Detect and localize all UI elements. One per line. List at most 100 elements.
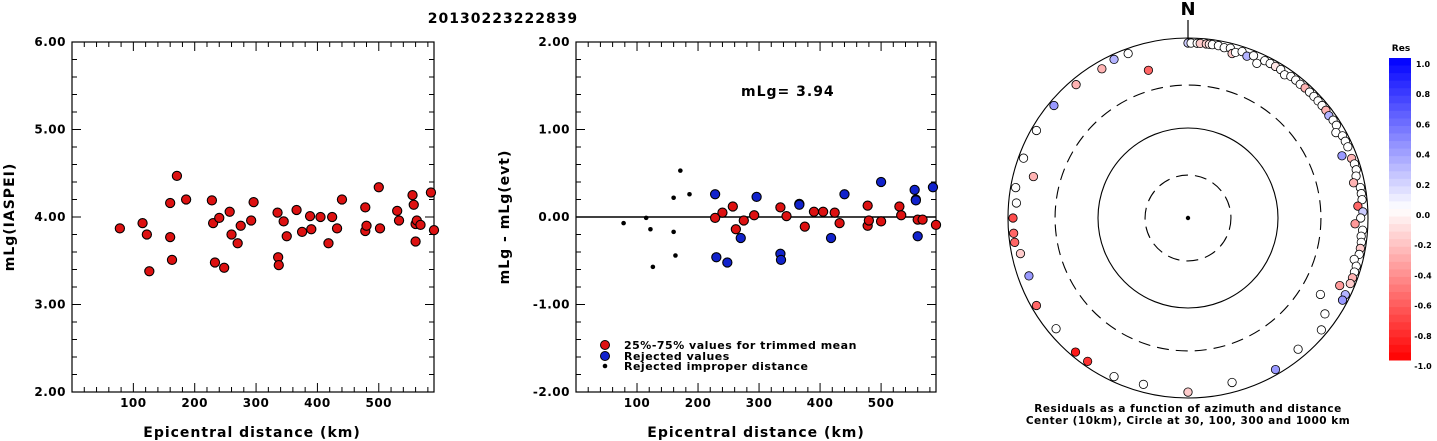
data-point (291, 204, 302, 216)
x-tick-labels: 100 200 300 400 500 (624, 396, 894, 410)
data-point (834, 217, 845, 229)
data-point (235, 220, 246, 231)
station-point (1070, 347, 1081, 357)
data-point (315, 211, 326, 223)
x-tick-label: 100 (624, 396, 651, 410)
station-point (1011, 183, 1021, 193)
data-point (248, 196, 259, 208)
data-point-improper (650, 264, 656, 270)
data-point (278, 216, 289, 227)
station-point (1031, 300, 1042, 311)
data-point (738, 215, 749, 226)
y-tick-label: 2.00 (34, 385, 66, 399)
colorbar-cell (1389, 201, 1411, 210)
data-point (273, 259, 284, 271)
station-point (1109, 54, 1119, 64)
data-point (727, 201, 738, 212)
x-tick-label: 200 (181, 396, 208, 410)
caption-line-1: Residuals as a function of azimuth and d… (1034, 403, 1341, 415)
x-tick-label: 400 (807, 396, 834, 410)
x-tick-label: 400 (304, 396, 331, 410)
colorbar-title: Res (1392, 44, 1410, 54)
data-point (361, 220, 372, 231)
data-point (219, 262, 230, 273)
colorbar-cell (1389, 261, 1411, 270)
data-point (326, 211, 338, 223)
figure-title: 20130223222839 (428, 11, 578, 27)
legend-label-trimmed: 25%-75% values for trimmed mean (624, 339, 857, 352)
y-tick-label: -2.00 (533, 385, 570, 399)
data-point (306, 224, 317, 235)
colorbar-cell (1389, 322, 1411, 331)
data-point-rejected (709, 189, 721, 200)
data-point (214, 212, 225, 224)
station-point (1335, 280, 1345, 291)
y-tick-label: 6.00 (34, 35, 66, 49)
data-point (373, 182, 384, 193)
colorbar-tick-label: -0.2 (1414, 241, 1432, 250)
station-point (1270, 364, 1281, 375)
colorbar-tick-label: -0.8 (1414, 332, 1432, 341)
data-point (808, 206, 820, 217)
chart-mlg-residual: -2.00 -1.00 0.00 1.00 2.00 100 200 300 400 500 m… (497, 35, 942, 441)
colorbar-tick-label: -0.4 (1414, 271, 1432, 280)
y-tick-label: 4.00 (34, 210, 66, 224)
colorbar-cell (1389, 269, 1411, 278)
data-point (272, 207, 283, 218)
station-point (1071, 80, 1081, 90)
axis-ticks (576, 41, 936, 393)
colorbar-cell (1389, 186, 1411, 195)
x-axis-title: Epicentral distance (km) (143, 425, 360, 441)
colorbar-cell (1389, 148, 1411, 157)
station-point (1320, 309, 1330, 319)
colorbar-cell (1389, 133, 1411, 142)
data-point (781, 210, 792, 222)
data-point (799, 221, 810, 232)
station-point (1097, 64, 1107, 74)
station-point (1031, 125, 1042, 136)
colorbar-cell (1389, 344, 1411, 353)
y-tick-label: 2.00 (538, 35, 570, 49)
colorbar-tick-label: 0.2 (1416, 181, 1430, 190)
colorbar-cell (1389, 209, 1411, 218)
chart-mlg-iaspei: 2.00 3.00 4.00 5.00 6.00 100 200 300 400 500 Epi… (2, 35, 440, 441)
colorbar-cell (1389, 95, 1411, 104)
colorbar-cell (1389, 254, 1411, 263)
data-point (165, 197, 176, 209)
caption-line-2: Center (10km), Circle at 30, 100, 300 an… (1026, 415, 1350, 427)
data-point-rejected (912, 231, 923, 242)
x-tick-label: 300 (243, 396, 270, 410)
x-tick-label: 100 (120, 396, 147, 410)
ring-300km (1054, 84, 1322, 352)
x-tick-label: 300 (746, 396, 773, 410)
colorbar-cell (1389, 276, 1411, 285)
x-axis-title: Epicentral distance (km) (647, 425, 864, 441)
station-point (1008, 213, 1018, 223)
colorbar-cells (1389, 58, 1411, 361)
station-point (1315, 289, 1326, 300)
data-point (226, 229, 237, 240)
data-point-improper (671, 229, 676, 235)
colorbar-cell (1389, 224, 1411, 233)
y-tick-label: 1.00 (538, 123, 570, 137)
colorbar-cell (1389, 141, 1411, 150)
data-point (141, 229, 153, 240)
mlg-annotation: mLg= 3.94 (741, 84, 835, 100)
station-point (1010, 237, 1020, 247)
data-point (730, 224, 742, 235)
station-point (1051, 324, 1061, 334)
x-tick-labels: 100 200 300 400 500 (120, 396, 391, 410)
data-point (894, 201, 905, 212)
station-point (1248, 51, 1259, 61)
data-point (428, 224, 440, 236)
data-point (246, 215, 257, 226)
station-point (1143, 65, 1154, 75)
station-point (1356, 213, 1366, 223)
station-point (1350, 219, 1360, 229)
colorbar-cell (1389, 73, 1411, 82)
data-point (323, 238, 334, 249)
colorbar-cell (1389, 307, 1411, 316)
legend-label-rejected: Rejected values (624, 350, 730, 363)
data-point-rejected (875, 176, 887, 188)
